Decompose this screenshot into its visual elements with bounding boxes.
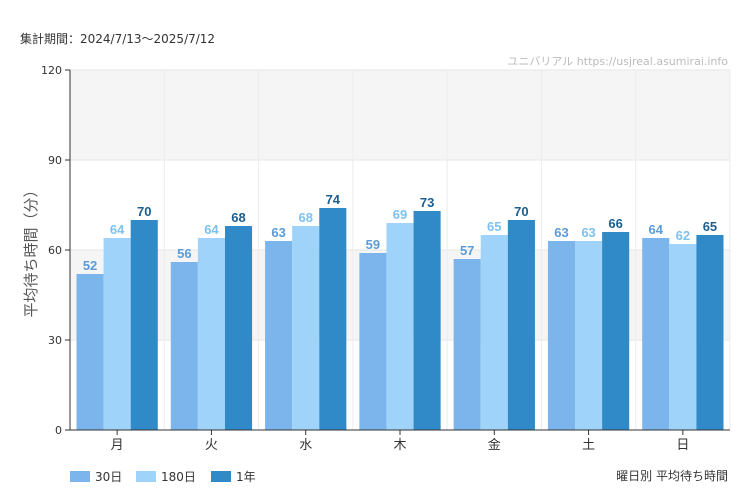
period-label: 集計期間：2024/7/13〜2025/7/12 xyxy=(20,32,216,46)
legend-item-180d[interactable]: 180日 xyxy=(136,468,196,485)
value-label: 63 xyxy=(581,225,595,240)
bar xyxy=(575,241,603,430)
y-tick-label: 30 xyxy=(48,334,62,347)
value-label: 64 xyxy=(110,222,125,237)
x-tick-label: 木 xyxy=(393,438,406,453)
bar xyxy=(319,208,347,430)
y-tick-label: 120 xyxy=(41,64,62,77)
chart-caption: 曜日別 平均待ち時間 xyxy=(616,469,728,483)
value-label: 62 xyxy=(676,228,690,243)
bar xyxy=(642,238,670,430)
bar xyxy=(292,226,320,430)
bar xyxy=(696,235,724,430)
bar xyxy=(386,223,414,430)
value-label: 73 xyxy=(420,195,434,210)
legend-swatch xyxy=(211,471,231,482)
value-label: 70 xyxy=(137,204,151,219)
value-label: 63 xyxy=(554,225,568,240)
legend-item-1y[interactable]: 1年 xyxy=(211,468,256,485)
y-tick-label: 60 xyxy=(48,244,62,257)
value-label: 66 xyxy=(608,216,622,231)
bar xyxy=(76,274,104,430)
value-label: 52 xyxy=(83,258,97,273)
bar xyxy=(170,262,198,430)
value-label: 70 xyxy=(514,204,528,219)
bar xyxy=(669,244,697,430)
y-axis-title: 平均待ち時間（分） xyxy=(22,182,40,317)
x-tick-label: 火 xyxy=(205,438,218,453)
bar xyxy=(359,253,387,430)
bar xyxy=(103,238,131,430)
value-label: 68 xyxy=(298,210,312,225)
x-tick-label: 土 xyxy=(582,438,595,453)
bar xyxy=(265,241,293,430)
plot-band xyxy=(70,70,730,160)
bar xyxy=(413,211,441,430)
bar xyxy=(602,232,630,430)
value-label: 64 xyxy=(649,222,664,237)
y-tick-label: 0 xyxy=(55,424,62,437)
value-label: 64 xyxy=(204,222,219,237)
site-credit: ユニバリアル https://usjreal.asumirai.info xyxy=(507,55,728,68)
bar xyxy=(130,220,158,430)
value-label: 69 xyxy=(393,207,407,222)
value-label: 65 xyxy=(703,219,717,234)
value-label: 63 xyxy=(271,225,285,240)
value-label: 65 xyxy=(487,219,501,234)
bar xyxy=(547,241,576,430)
bar xyxy=(480,235,508,430)
legend-item-30d[interactable]: 30日 xyxy=(70,468,122,485)
legend-label: 180日 xyxy=(161,470,196,484)
legend-swatch xyxy=(70,471,90,482)
value-label: 57 xyxy=(460,243,474,258)
y-tick-label: 90 xyxy=(48,154,62,167)
legend-label: 30日 xyxy=(95,470,123,484)
x-tick-label: 日 xyxy=(676,438,689,453)
bar xyxy=(197,238,225,430)
value-label: 74 xyxy=(326,192,341,207)
value-label: 68 xyxy=(231,210,245,225)
value-label: 59 xyxy=(366,237,380,252)
x-tick-label: 金 xyxy=(488,437,501,453)
bar xyxy=(453,259,481,430)
x-tick-label: 月 xyxy=(111,438,124,453)
legend-swatch xyxy=(136,471,156,482)
x-tick-label: 水 xyxy=(299,438,312,453)
legend-label: 1年 xyxy=(236,470,256,484)
bar xyxy=(224,226,253,430)
bar xyxy=(507,220,535,430)
value-label: 56 xyxy=(177,246,191,261)
